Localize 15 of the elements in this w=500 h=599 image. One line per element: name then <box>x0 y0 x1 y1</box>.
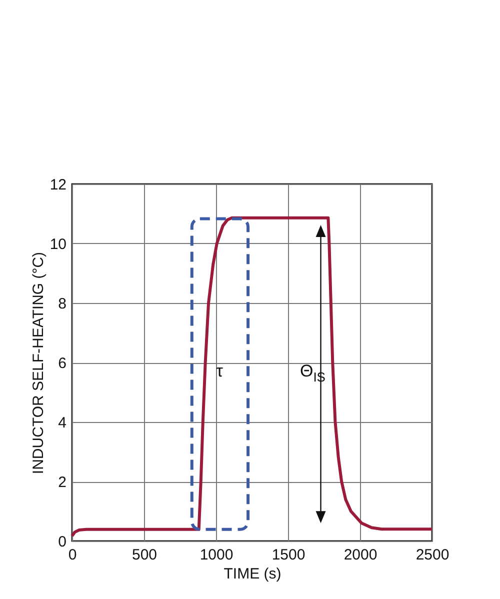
line-series <box>70 216 434 538</box>
y-tick-label: 0 <box>58 534 66 550</box>
x-tick-label: 2000 <box>344 546 378 564</box>
x-tick-label: 1000 <box>200 546 234 564</box>
y-tick-label: 4 <box>58 414 66 432</box>
y-tick-label: 6 <box>58 355 66 372</box>
y-tick-label: 12 <box>50 176 66 194</box>
y-tick-label: 8 <box>58 296 66 312</box>
x-tick-label: 500 <box>132 546 158 564</box>
x-axis-title: TIME (s) <box>224 566 282 582</box>
y-axis-title: INDUCTOR SELF-HEATING (°C) <box>30 252 47 474</box>
x-tick-label: 1500 <box>272 546 306 564</box>
y-tick-label: 2 <box>58 474 66 491</box>
x-tick-label: 2500 <box>416 546 450 564</box>
y-tick-label: 10 <box>50 236 66 253</box>
